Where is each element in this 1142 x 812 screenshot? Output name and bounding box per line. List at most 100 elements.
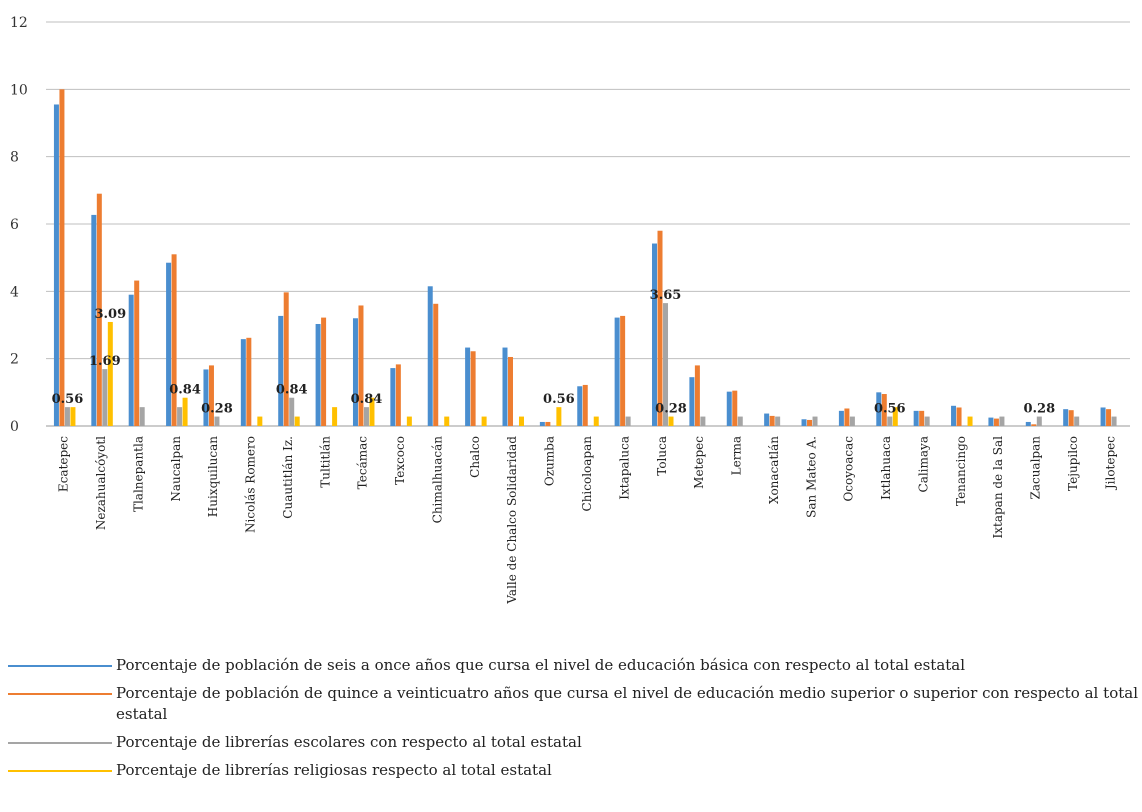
y-tick-label: 10 [10, 82, 28, 98]
data-label: 3.65 [650, 288, 682, 303]
bar [182, 397, 188, 426]
bar [166, 262, 172, 426]
bar [614, 317, 620, 426]
data-label: 1.69 [89, 354, 121, 369]
x-tick-label: Toluca [655, 436, 669, 476]
x-tick-label: Ixtlahuaca [879, 436, 893, 500]
bar [257, 416, 263, 426]
bar [107, 321, 113, 426]
bar [102, 369, 108, 426]
bar [876, 392, 882, 426]
bar [481, 416, 487, 426]
data-labels: 0.561.693.090.840.280.840.84 0.563.650.28… [52, 288, 1056, 416]
x-tick-label: Nicolás Romero [244, 436, 258, 533]
x-tick-label: Metepec [692, 436, 706, 489]
y-tick-label: 0 [10, 419, 19, 435]
data-label: 0.56 [543, 392, 575, 407]
legend-label-basica: Porcentaje de población de seis a once a… [116, 656, 966, 674]
data-label: 0.56 [52, 392, 84, 407]
bar [518, 416, 524, 426]
bar [999, 416, 1005, 426]
bar [726, 391, 732, 426]
bar [406, 416, 412, 426]
x-tick-label: Xonacatlán [767, 436, 781, 504]
bar [139, 407, 145, 426]
bar [177, 407, 183, 426]
x-tick-label: Ixtapan de la Sal [991, 436, 1005, 539]
x-tick-label: Ozumba [543, 436, 557, 486]
y-tick-label: 12 [10, 15, 28, 31]
x-tick-label: Chicoloapan [580, 436, 594, 512]
x-tick-label: Texcoco [393, 436, 407, 485]
bar [470, 351, 476, 426]
bar [1068, 410, 1074, 426]
x-axis: Ecatepec Nezahualcóyotl Tlalnepantla Naucal… [57, 436, 1118, 605]
data-label: 0.56 [874, 402, 906, 417]
bar [240, 339, 246, 426]
bar [390, 368, 396, 426]
data-label: 0.84 [351, 392, 383, 407]
x-tick-label: Huixquilucan [206, 436, 220, 517]
bar [620, 315, 626, 426]
bar [849, 416, 855, 426]
x-tick-label: Chimalhuacán [430, 436, 444, 524]
bar [315, 323, 321, 426]
x-tick-label: Tultitlán [318, 436, 332, 488]
y-tick-label: 8 [10, 150, 19, 166]
bar [838, 410, 844, 426]
y-tick-label: 4 [10, 284, 19, 300]
bar [993, 418, 999, 426]
bar [1025, 421, 1031, 426]
bar [283, 292, 289, 426]
bar [171, 254, 177, 426]
bar [208, 365, 214, 426]
bar [924, 416, 930, 426]
x-tick-label: Chalco [468, 436, 482, 478]
x-tick-label: Zacualpan [1029, 436, 1043, 500]
legend-label-librerias-escolares: Porcentaje de librerías escolares con re… [116, 733, 582, 751]
bar [764, 413, 770, 426]
bar [668, 416, 674, 426]
bar [134, 280, 140, 426]
bar [625, 416, 631, 426]
bar [844, 408, 850, 426]
bar [539, 421, 545, 426]
data-label: 0.28 [201, 402, 233, 417]
bar [582, 384, 588, 426]
bar [769, 415, 775, 426]
x-tick-label: Lerma [730, 436, 744, 475]
legend-item-librerias-religiosas: Porcentaje de librerías religiosas respe… [8, 760, 1138, 781]
bar [289, 397, 295, 426]
bar [395, 364, 401, 426]
bar [652, 243, 658, 426]
legend-swatch-librerias-religiosas [8, 770, 112, 772]
bar [700, 416, 706, 426]
y-tick-label: 2 [10, 352, 19, 368]
x-tick-label: Tejupilco [1066, 436, 1080, 491]
bar [363, 407, 369, 426]
bar [507, 356, 513, 426]
bars [53, 89, 1117, 426]
bar [913, 410, 919, 426]
bar [332, 407, 338, 426]
x-tick-label: Cuautitlán Iz. [281, 436, 295, 519]
legend-item-media-superior: Porcentaje de población de quince a vein… [8, 683, 1138, 725]
bar [577, 386, 583, 426]
bar [203, 369, 209, 426]
bar [657, 230, 663, 426]
bar [1036, 416, 1042, 426]
x-tick-label: Jilotepec [1103, 436, 1117, 491]
legend-label-media-superior: Porcentaje de población de quince a vein… [116, 684, 1138, 723]
bar [91, 214, 97, 426]
bar [1063, 409, 1069, 426]
bar [64, 407, 70, 426]
bar [967, 416, 973, 426]
bar [1074, 416, 1080, 426]
bar [951, 405, 957, 426]
bar [956, 407, 962, 426]
bar [352, 318, 358, 426]
bar [556, 407, 562, 426]
data-label: 0.84 [169, 383, 201, 398]
bar [1100, 407, 1106, 426]
